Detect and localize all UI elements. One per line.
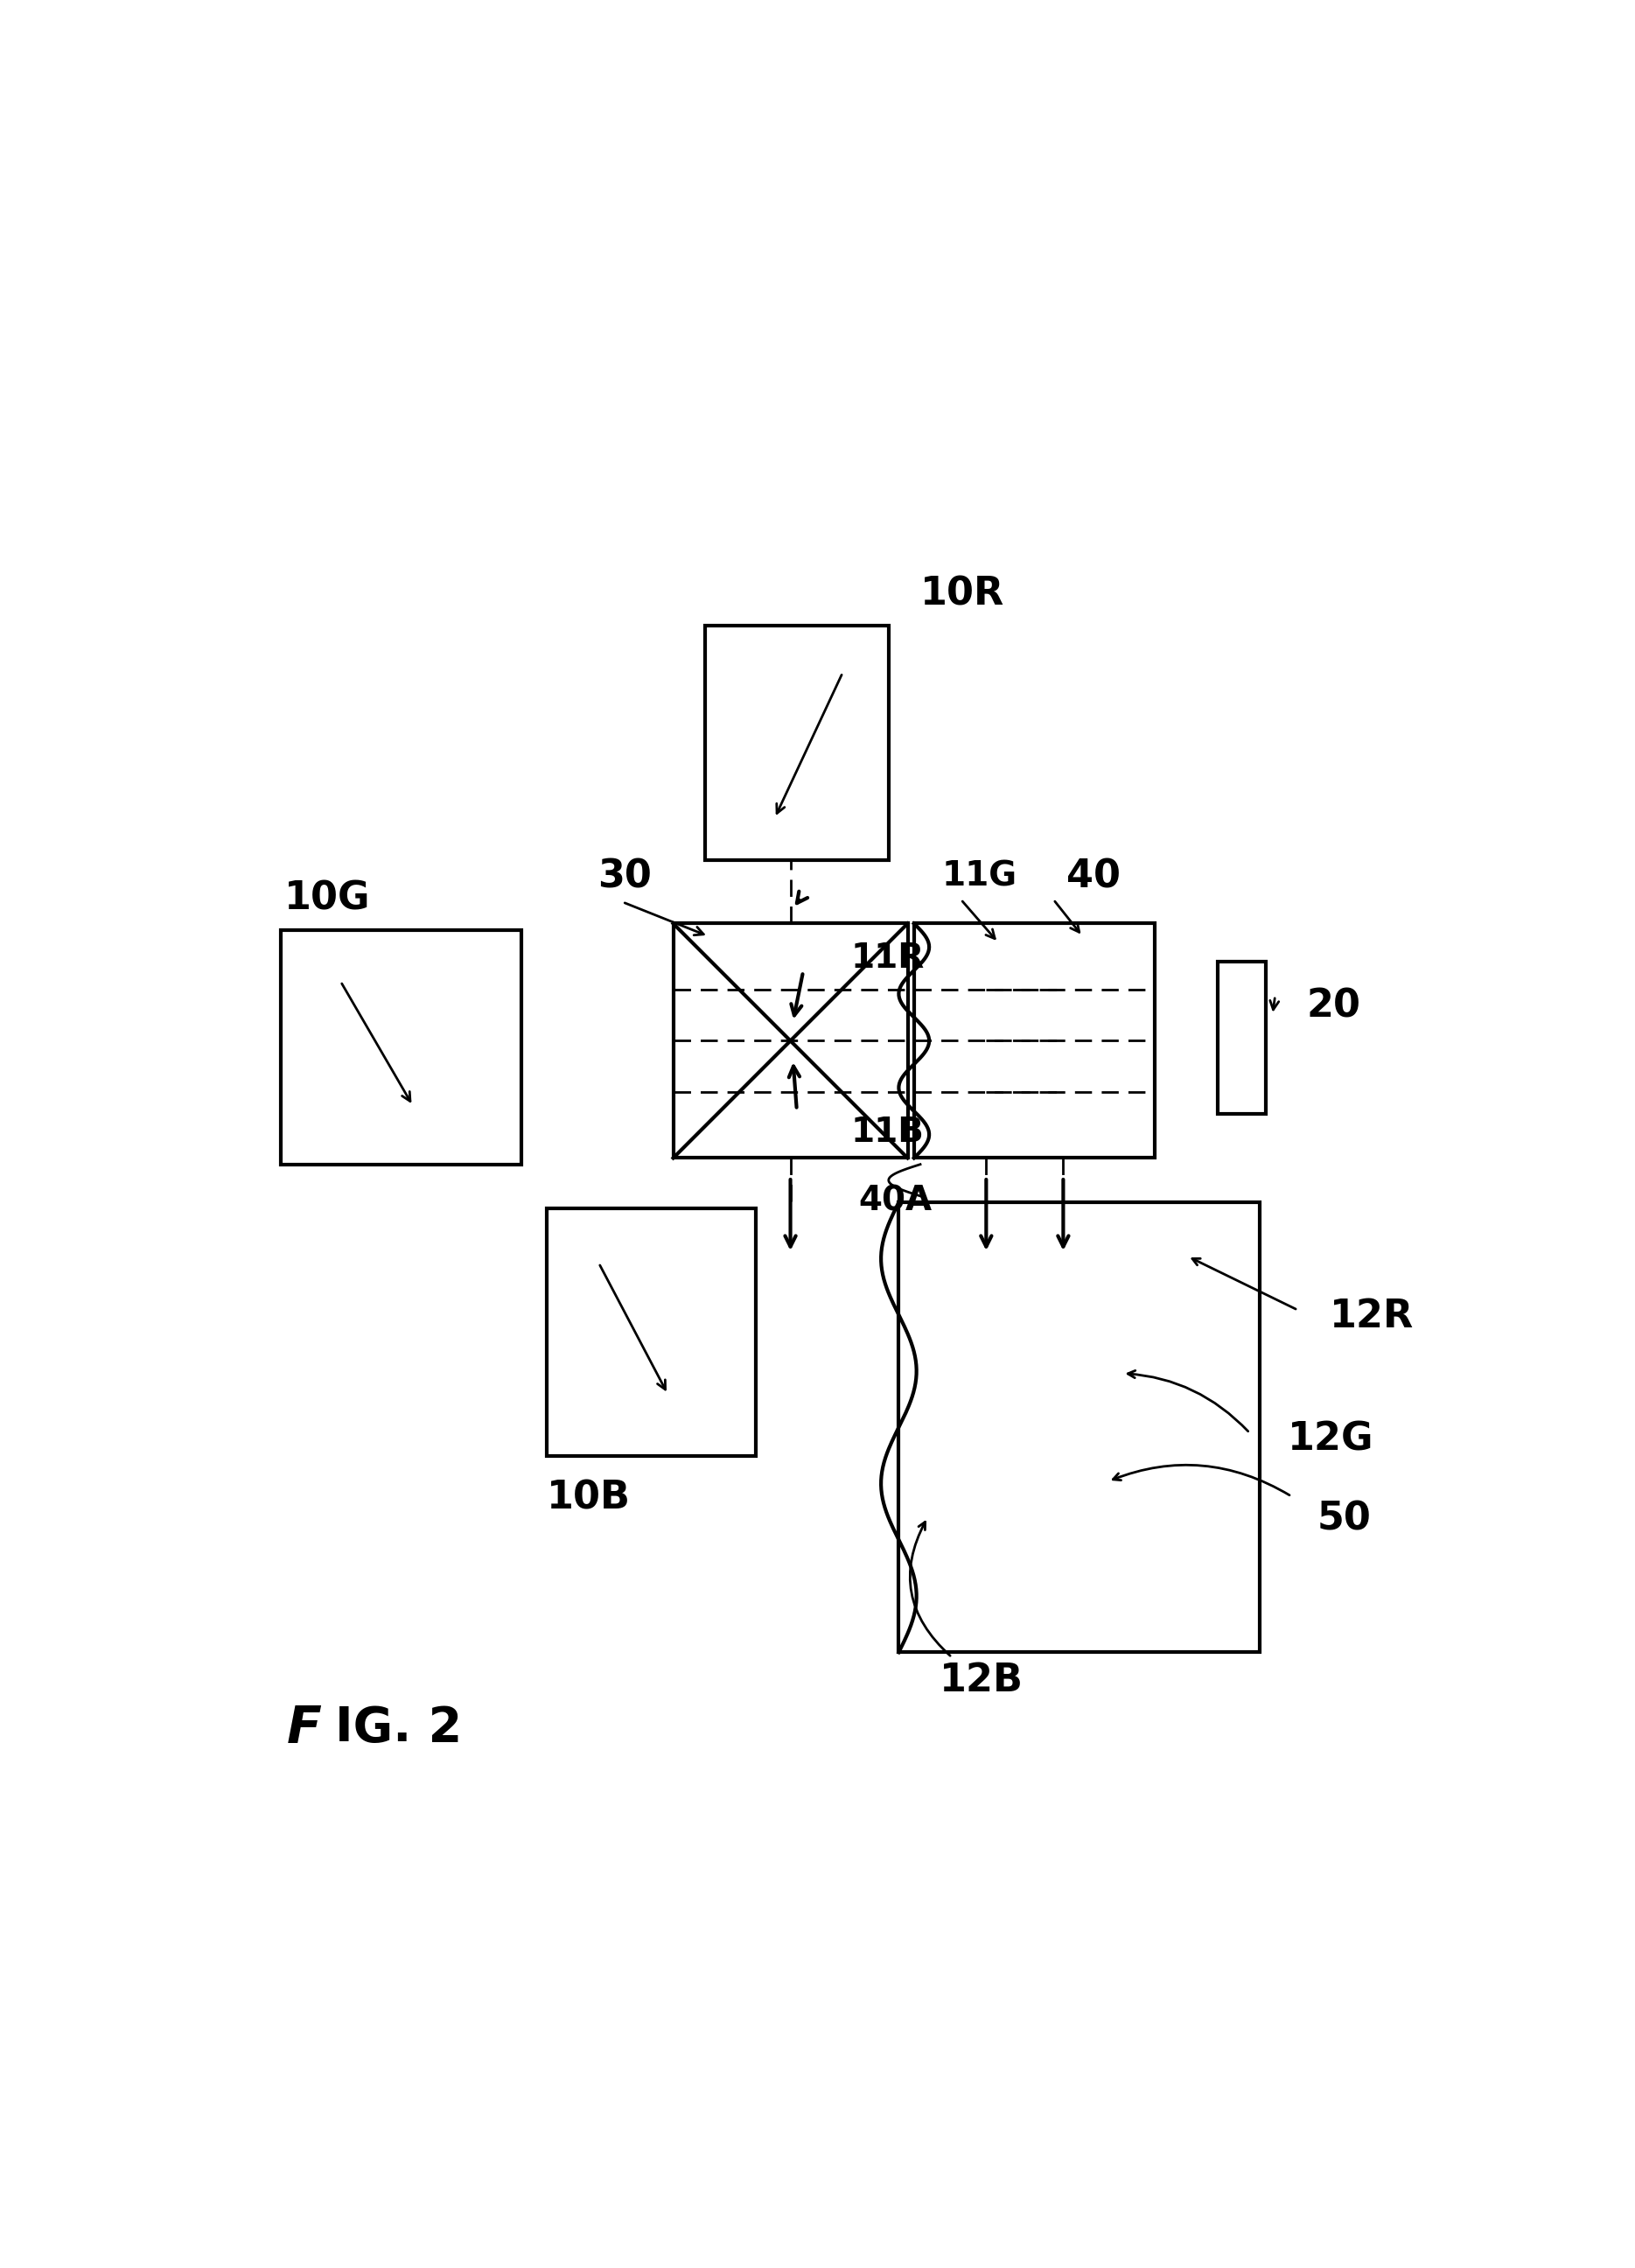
Bar — [674, 923, 907, 1159]
Text: 12R: 12R — [1329, 1297, 1414, 1336]
Bar — [546, 1209, 755, 1456]
Text: 50: 50 — [1316, 1501, 1372, 1538]
Text: F: F — [286, 1703, 322, 1753]
Bar — [1218, 962, 1265, 1114]
Text: 11R: 11R — [850, 941, 924, 975]
Text: 40A: 40A — [858, 1184, 932, 1218]
Text: 12G: 12G — [1288, 1420, 1373, 1458]
Bar — [899, 1202, 1261, 1653]
Text: 10B: 10B — [546, 1479, 631, 1517]
Text: 10R: 10R — [921, 576, 1004, 612]
Text: 11G: 11G — [942, 860, 1017, 894]
Bar — [705, 626, 889, 860]
Text: IG. 2: IG. 2 — [335, 1706, 463, 1751]
Text: 10G: 10G — [284, 880, 371, 916]
Text: 30: 30 — [597, 857, 651, 896]
Text: 40: 40 — [1066, 857, 1120, 896]
Text: 11B: 11B — [850, 1116, 924, 1150]
Text: 12B: 12B — [938, 1662, 1024, 1699]
Bar — [914, 923, 1154, 1159]
Text: 20: 20 — [1306, 987, 1360, 1025]
Bar — [281, 930, 522, 1163]
